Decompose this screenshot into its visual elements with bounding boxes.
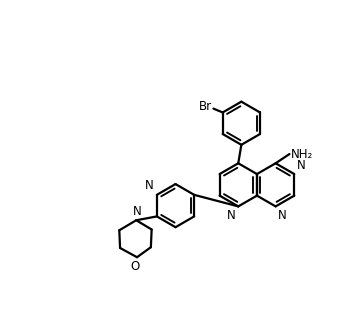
Text: N: N	[296, 159, 305, 172]
Text: N: N	[227, 209, 236, 222]
Text: NH₂: NH₂	[291, 148, 313, 161]
Text: Br: Br	[199, 100, 212, 113]
Text: N: N	[278, 209, 287, 222]
Text: O: O	[131, 260, 140, 273]
Text: N: N	[145, 179, 154, 192]
Text: N: N	[132, 205, 142, 218]
